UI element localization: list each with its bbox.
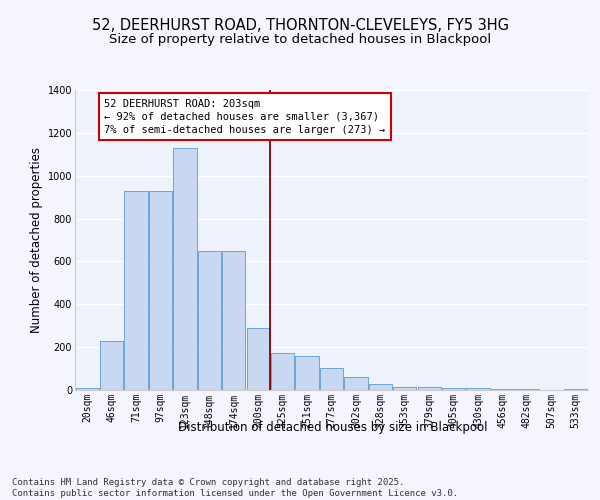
Bar bbox=[295, 356, 319, 390]
Bar bbox=[124, 190, 148, 390]
Bar bbox=[149, 190, 172, 390]
Bar bbox=[344, 377, 368, 390]
Bar bbox=[442, 388, 465, 390]
Bar bbox=[100, 340, 123, 390]
Bar bbox=[466, 388, 490, 390]
Bar bbox=[369, 384, 392, 390]
Text: 52, DEERHURST ROAD, THORNTON-CLEVELEYS, FY5 3HG: 52, DEERHURST ROAD, THORNTON-CLEVELEYS, … bbox=[91, 18, 509, 32]
Bar bbox=[173, 148, 197, 390]
Bar bbox=[320, 368, 343, 390]
Bar bbox=[393, 387, 416, 390]
Bar bbox=[222, 250, 245, 390]
Bar bbox=[198, 250, 221, 390]
Text: 52 DEERHURST ROAD: 203sqm
← 92% of detached houses are smaller (3,367)
7% of sem: 52 DEERHURST ROAD: 203sqm ← 92% of detac… bbox=[104, 98, 386, 135]
Bar bbox=[271, 352, 294, 390]
Bar bbox=[491, 389, 514, 390]
Bar bbox=[564, 389, 587, 390]
Text: Contains HM Land Registry data © Crown copyright and database right 2025.
Contai: Contains HM Land Registry data © Crown c… bbox=[12, 478, 458, 498]
Text: Distribution of detached houses by size in Blackpool: Distribution of detached houses by size … bbox=[178, 421, 488, 434]
Bar bbox=[76, 388, 99, 390]
Bar bbox=[418, 387, 441, 390]
Y-axis label: Number of detached properties: Number of detached properties bbox=[31, 147, 43, 333]
Bar bbox=[247, 328, 270, 390]
Bar bbox=[515, 389, 539, 390]
Text: Size of property relative to detached houses in Blackpool: Size of property relative to detached ho… bbox=[109, 32, 491, 46]
